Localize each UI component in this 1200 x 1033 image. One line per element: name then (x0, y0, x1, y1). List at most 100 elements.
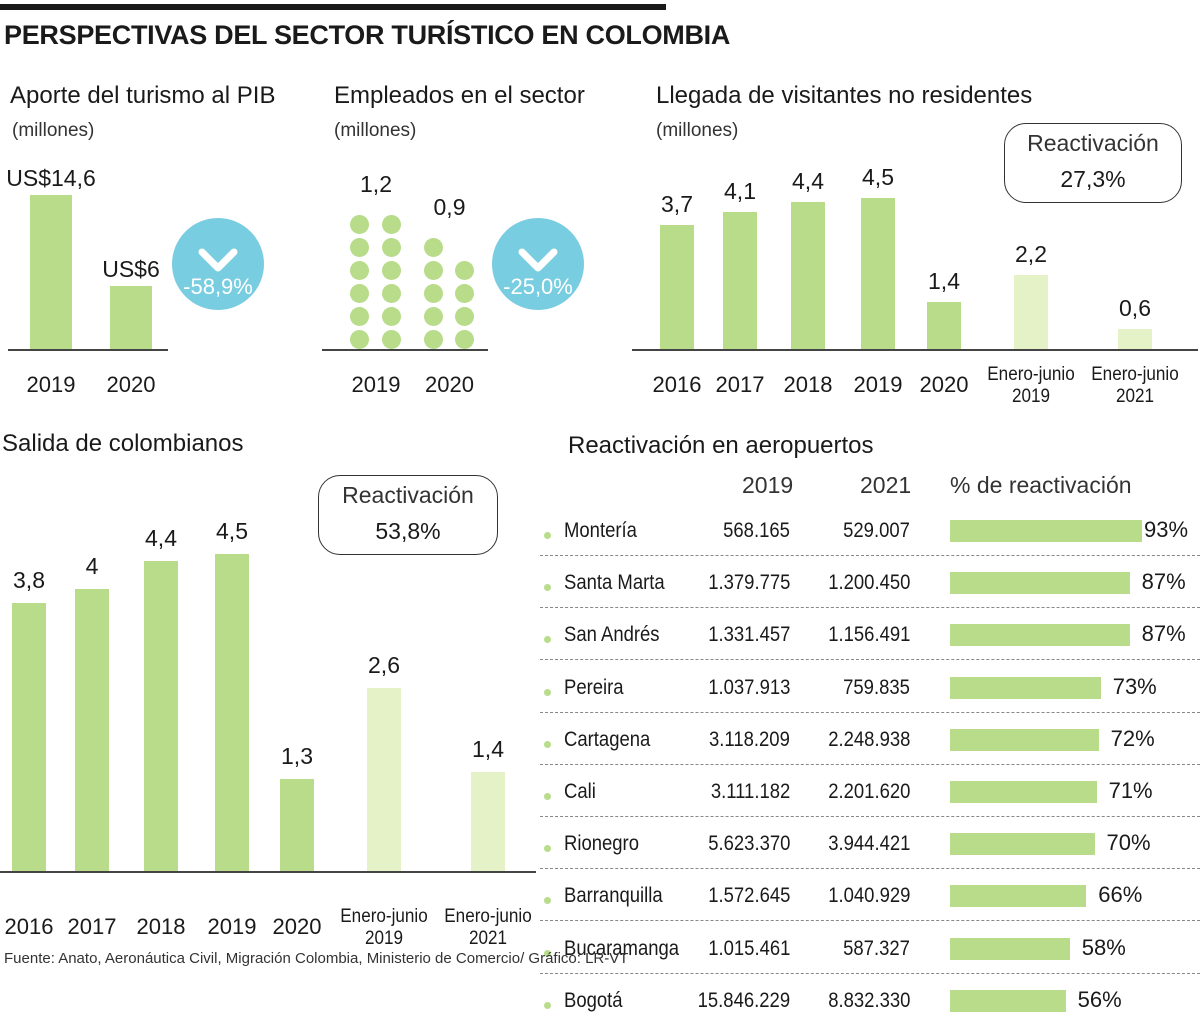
empleados-dot (382, 284, 401, 303)
reactivacion-bar (950, 781, 1097, 803)
llegada-bar (1118, 328, 1152, 349)
empleados-dot (382, 330, 401, 349)
bullet-icon (544, 740, 551, 748)
airport-2021: 2.248.938 (827, 727, 910, 751)
airport-2021: 1.156.491 (827, 623, 910, 647)
pib-value-label: US$6 (102, 255, 160, 282)
empleados-value-label: 0,9 (433, 194, 466, 220)
salida-value-label: 3,8 (13, 567, 45, 594)
llegada-reactivacion-value: 27,3% (1060, 166, 1126, 192)
airport-2021: 1.040.929 (827, 884, 910, 908)
salida-reactivacion-label: Reactivación (342, 482, 474, 508)
bullet-icon (544, 949, 551, 957)
reactivacion-pct: 56% (1077, 986, 1122, 1012)
airport-2021: 8.832.330 (827, 988, 910, 1012)
airport-city: Pereira (564, 675, 624, 699)
llegada-bar (861, 198, 895, 349)
llegada-unit: (millones) (656, 120, 739, 141)
salida-category-label: 2016 (4, 914, 54, 939)
chevron-down-icon (198, 248, 238, 272)
empleados-change-badge: -25,0% (492, 218, 584, 310)
llegada-bar (791, 201, 825, 349)
reactivacion-pct: 71% (1108, 778, 1153, 803)
salida-bar (367, 687, 401, 871)
empleados-dot (455, 284, 474, 303)
empleados-dot (424, 284, 443, 303)
pib-axis (8, 349, 168, 351)
empleados-change-value: -25,0% (503, 274, 573, 299)
airport-2019: 568.165 (723, 519, 790, 542)
reactivacion-bar (950, 989, 1066, 1012)
reactivacion-pct: 70% (1106, 830, 1151, 856)
empleados-dot (455, 261, 474, 280)
airport-2021: 529.007 (843, 519, 910, 542)
salida-value-label: 1,3 (281, 743, 313, 770)
airport-2019: 1.572.645 (707, 884, 790, 908)
airport-2021: 2.201.620 (827, 780, 910, 803)
pib-change-value: -58,9% (183, 274, 253, 299)
reactivacion-pct: 72% (1110, 725, 1155, 751)
empleados-dot (424, 238, 443, 257)
llegada-category-label: 2017 (715, 372, 765, 397)
row-divider (540, 920, 1200, 922)
salida-value-label: 1,4 (472, 736, 504, 763)
bullet-icon (544, 636, 551, 644)
reactivacion-pct: 66% (1098, 882, 1143, 908)
reactivacion-bar (950, 572, 1130, 595)
row-divider (540, 659, 1200, 661)
llegada-category-label: 2018 (783, 372, 833, 397)
llegada-value-label: 4,5 (862, 164, 894, 191)
airport-city: Cartagena (564, 727, 651, 751)
reactivacion-pct: 58% (1081, 934, 1126, 960)
llegada-category-label: Enero-junio 2021 (1091, 364, 1179, 407)
airport-city: Santa Marta (564, 571, 665, 595)
llegada-value-label: 4,1 (724, 177, 756, 204)
salida-bar (12, 603, 46, 871)
pib-category-label: 2019 (26, 372, 76, 397)
row-divider (540, 972, 1200, 974)
table-row: Montería 568.165 529.007 93% (540, 515, 1200, 563)
salida-category-label: 2018 (136, 914, 186, 939)
airport-city: Bucaramanga (564, 936, 680, 960)
airport-2021: 759.835 (843, 675, 910, 699)
salida-bar (215, 553, 249, 871)
source-note: Fuente: Anato, Aeronáutica Civil, Migrac… (4, 950, 629, 967)
aeropuertos-title: Reactivación en aeropuertos (568, 432, 874, 459)
pib-bar (110, 285, 152, 349)
empleados-dot (455, 330, 474, 349)
salida-value-label: 4 (85, 553, 99, 579)
chevron-down-icon (518, 248, 558, 272)
salida-reactivacion-value: 53,8% (375, 518, 441, 544)
page-title: PERSPECTIVAS DEL SECTOR TURÍSTICO EN COL… (4, 20, 731, 50)
pib-unit: (millones) (12, 120, 95, 141)
salida-bar (280, 779, 314, 871)
table-row: Santa Marta 1.379.775 1.200.450 87% (540, 567, 1200, 615)
salida-category-label: 2017 (67, 914, 117, 939)
airport-city: Cali (564, 780, 596, 803)
empleados-dot (350, 238, 369, 257)
bullet-icon (544, 793, 551, 800)
airport-2019: 1.331.457 (707, 623, 790, 647)
salida-category-label: 2020 (272, 914, 322, 939)
airport-2019: 3.118.209 (709, 727, 790, 751)
airport-2019: 1.037.913 (707, 675, 790, 699)
salida-bar (471, 772, 505, 871)
reactivacion-bar (950, 624, 1130, 647)
salida-bar (144, 560, 178, 871)
table-row: Bogotá 15.846.229 8.832.330 56% (540, 985, 1200, 1033)
table-row: Pereira 1.037.913 759.835 73% (540, 672, 1200, 720)
bullet-icon (544, 897, 551, 905)
airport-city: San Andrés (564, 623, 660, 647)
llegada-bar (723, 211, 757, 349)
airport-2019: 15.846.229 (697, 988, 790, 1012)
airport-2019: 3.111.182 (710, 780, 790, 803)
reactivacion-bar (950, 833, 1095, 856)
table-row: Cartagena 3.118.209 2.248.938 72% (540, 724, 1200, 772)
table-header-reactivacion: % de reactivación (950, 472, 1132, 498)
salida-value-label: 2,6 (368, 651, 400, 678)
reactivacion-pct: 73% (1112, 673, 1157, 699)
pib-bar (30, 194, 72, 349)
airport-2021: 1.200.450 (827, 571, 910, 595)
table-row: San Andrés 1.331.457 1.156.491 87% (540, 619, 1200, 667)
empleados-category-label: 2020 (425, 372, 474, 397)
